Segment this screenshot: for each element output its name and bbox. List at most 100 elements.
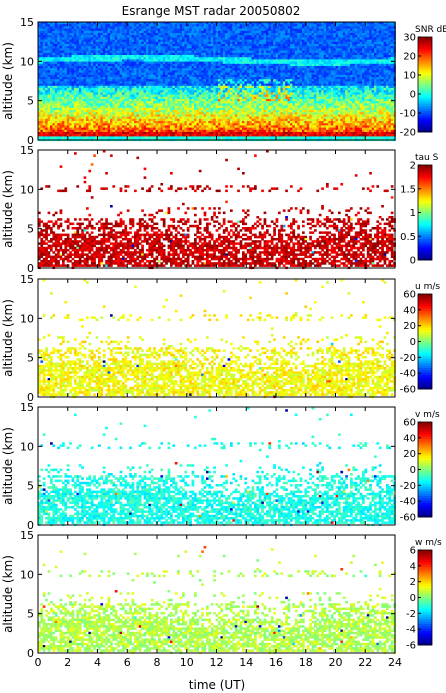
heatmap-cell [102,88,106,91]
heatmap-cell [220,134,224,137]
heatmap-cell [45,88,48,91]
heatmap-cell [203,123,207,126]
heatmap-cell [170,59,173,62]
heatmap-cell [105,70,108,73]
heatmap-cell [165,37,168,40]
heatmap-cell [213,118,216,122]
heatmap-cell [158,132,161,135]
heatmap-cell [131,103,135,106]
heatmap-cell [184,33,188,36]
heatmap-cell [165,30,168,34]
heatmap-cell [76,30,80,34]
heatmap-cell [222,116,226,120]
heatmap-cell [158,68,161,71]
heatmap-cell [155,85,159,89]
heatmap-cell [102,68,106,71]
heatmap-cell [146,127,149,131]
heatmap-cell [45,90,48,93]
heatmap-cell [158,37,161,40]
heatmap-cell [191,59,195,62]
heatmap-cell [78,92,82,95]
heatmap-cell [38,118,41,122]
heatmap-cell [88,33,92,36]
heatmap-cell [201,28,204,32]
heatmap-cell [162,79,166,82]
heatmap-cell [38,77,41,80]
heatmap-cell [153,136,156,139]
heatmap-cell [129,127,132,131]
heatmap-cell [86,90,89,93]
heatmap-cell [244,41,248,45]
heatmap-cell [54,41,58,45]
heatmap-cell [114,24,118,27]
heatmap-cell [112,105,116,109]
heatmap-cell [194,52,197,56]
heatmap-cell [146,85,149,89]
heatmap-cell [126,83,130,87]
heatmap-cell [62,136,65,139]
heatmap-cell [167,114,171,117]
heatmap-cell [38,50,41,54]
heatmap-cell [167,118,171,122]
heatmap-cell [74,37,77,40]
heatmap-cell [110,118,113,122]
heatmap-cell [122,63,125,67]
heatmap-cell [249,103,252,106]
heatmap-cell [184,127,188,131]
heatmap-cell [95,134,99,137]
heatmap-cell [237,90,240,93]
heatmap-cell [225,59,228,62]
heatmap-cell [40,121,44,124]
heatmap-cell [114,94,118,98]
heatmap-cell [174,50,178,54]
heatmap-cell [256,70,260,73]
heatmap-cell [208,26,212,29]
heatmap-cell [227,61,231,65]
heatmap-cell [64,77,68,80]
heatmap-cell [146,81,149,84]
heatmap-cell [38,94,41,98]
heatmap-cell [184,22,188,25]
heatmap-cell [134,77,137,80]
heatmap-cell [90,66,94,69]
heatmap-cell [155,99,159,102]
heatmap-cell [213,85,216,89]
heatmap-cell [88,74,92,78]
heatmap-cell [86,57,89,60]
heatmap-cell [222,61,226,65]
heatmap-cell [105,123,108,126]
heatmap-cell [124,99,128,102]
heatmap-cell [69,107,72,111]
heatmap-cell [90,103,94,106]
heatmap-cell [239,39,243,43]
heatmap-cell [95,77,99,80]
heatmap-cell [100,83,104,87]
heatmap-cell [182,57,185,60]
heatmap-cell [78,37,82,40]
heatmap-cell [201,103,204,106]
heatmap-cell [201,136,204,139]
heatmap-cell [71,26,75,29]
heatmap-cell [242,33,245,36]
heatmap-cell [45,57,48,60]
heatmap-cell [170,44,173,47]
heatmap-cell [90,101,94,104]
heatmap-cell [136,129,140,133]
heatmap-cell [198,81,202,84]
heatmap-cell [93,72,96,76]
heatmap-cell [155,48,159,51]
heatmap-cell [206,127,209,131]
heatmap-cell [105,110,108,113]
heatmap-cell [86,68,89,71]
heatmap-cell [119,116,123,120]
heatmap-cell [52,94,56,98]
heatmap-cell [153,114,156,117]
heatmap-cell [155,41,159,45]
heatmap-cell [234,22,238,25]
heatmap-cell [249,68,252,71]
heatmap-cell [42,39,46,43]
heatmap-cell [184,85,188,89]
heatmap-cell [179,132,183,135]
heatmap-cell [105,59,108,62]
heatmap-cell [203,48,207,51]
